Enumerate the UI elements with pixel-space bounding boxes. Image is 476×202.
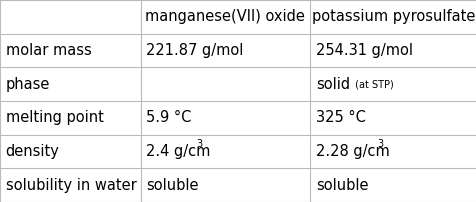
Text: 5.9 °C: 5.9 °C <box>146 110 191 125</box>
Text: solid: solid <box>315 77 349 92</box>
Text: 3: 3 <box>376 139 382 149</box>
Text: (at STP): (at STP) <box>351 79 393 89</box>
Text: 2.4 g/cm: 2.4 g/cm <box>146 144 210 159</box>
Text: soluble: soluble <box>315 178 367 193</box>
Text: melting point: melting point <box>6 110 103 125</box>
Text: 3: 3 <box>196 139 202 149</box>
Text: 254.31 g/mol: 254.31 g/mol <box>315 43 412 58</box>
Text: soluble: soluble <box>146 178 198 193</box>
Text: 2.28 g/cm: 2.28 g/cm <box>315 144 389 159</box>
Text: 325 °C: 325 °C <box>315 110 365 125</box>
Text: molar mass: molar mass <box>6 43 91 58</box>
Text: density: density <box>6 144 60 159</box>
Text: potassium pyrosulfate: potassium pyrosulfate <box>311 9 474 24</box>
Text: solubility in water: solubility in water <box>6 178 136 193</box>
Text: phase: phase <box>6 77 50 92</box>
Text: 221.87 g/mol: 221.87 g/mol <box>146 43 243 58</box>
Text: manganese(VII) oxide: manganese(VII) oxide <box>145 9 305 24</box>
